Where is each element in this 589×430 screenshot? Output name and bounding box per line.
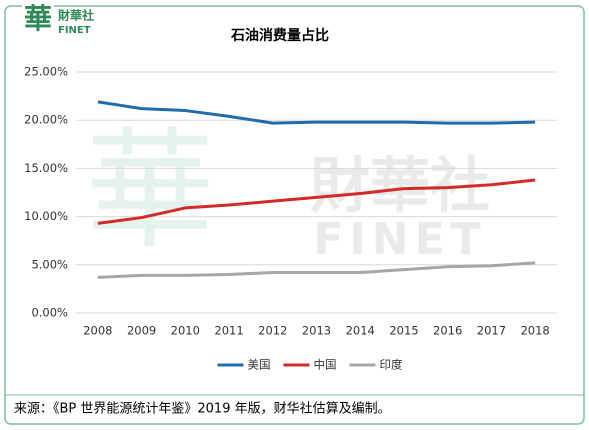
logo-mark: 華: [24, 2, 52, 35]
y-tick-label: 5.00%: [31, 257, 68, 271]
x-tick-label: 2013: [302, 324, 331, 338]
x-tick-label: 2009: [127, 324, 156, 338]
legend-label: 印度: [380, 358, 403, 372]
y-tick-label: 15.00%: [24, 161, 68, 175]
y-tick-label: 25.00%: [24, 65, 68, 79]
watermark-mark: 華: [85, 115, 215, 267]
logo-bg: [22, 4, 54, 38]
x-tick-label: 2012: [258, 324, 287, 338]
series-line: [97, 261, 536, 279]
x-tick-label: 2010: [171, 324, 200, 338]
x-tick-label: 2017: [477, 324, 506, 338]
x-tick-label: 2015: [389, 324, 418, 338]
watermark-en: FINET: [313, 214, 486, 265]
chart-title: 石油消费量占比: [230, 27, 329, 44]
logo-en: FINET: [58, 25, 91, 36]
frame: [4, 5, 585, 425]
series-line: [97, 178, 536, 225]
x-tick-label: 2018: [520, 324, 549, 338]
x-tick-label: 2014: [346, 324, 375, 338]
legend-label: 中国: [314, 358, 337, 372]
y-tick-label: 10.00%: [24, 209, 68, 223]
source-note: 来源：《BP 世界能源统计年鉴》2019 年版，财华社估算及编制。: [14, 401, 391, 417]
x-tick-label: 2008: [83, 324, 112, 338]
logo-cn: 財華社: [57, 8, 94, 23]
legend-label: 美国: [248, 358, 271, 372]
y-tick-label: 0.00%: [31, 306, 68, 320]
x-tick-label: 2011: [214, 324, 243, 338]
x-tick-label: 2016: [433, 324, 462, 338]
series-line: [97, 100, 536, 125]
y-tick-label: 20.00%: [24, 113, 68, 127]
